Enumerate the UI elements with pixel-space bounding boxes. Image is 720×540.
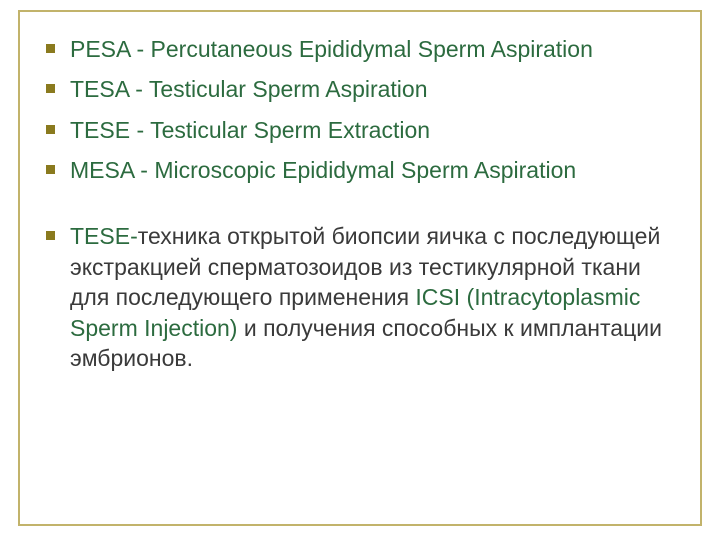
bullet-list-bottom: TESE-техника открытой биопсии яичка с по… [44, 221, 676, 373]
content-frame: PESA - Percutaneous Epididymal Sperm Asp… [18, 10, 702, 526]
list-item: MESA - Microscopic Epididymal Sperm Aspi… [44, 155, 676, 185]
text-run: TESE - Testicular Sperm Extraction [70, 117, 430, 143]
list-gap [44, 195, 676, 221]
list-item: TESE - Testicular Sperm Extraction [44, 115, 676, 145]
text-run: TESE- [70, 223, 138, 249]
text-run: PESA - Percutaneous Epididymal Sperm Asp… [70, 36, 593, 62]
list-item: TESA - Testicular Sperm Aspiration [44, 74, 676, 104]
list-item: PESA - Percutaneous Epididymal Sperm Asp… [44, 34, 676, 64]
list-item: TESE-техника открытой биопсии яичка с по… [44, 221, 676, 373]
bullet-list-top: PESA - Percutaneous Epididymal Sperm Asp… [44, 34, 676, 185]
text-run: TESA - Testicular Sperm Aspiration [70, 76, 428, 102]
slide: PESA - Percutaneous Epididymal Sperm Asp… [0, 0, 720, 540]
text-run: MESA - Microscopic Epididymal Sperm Aspi… [70, 157, 576, 183]
